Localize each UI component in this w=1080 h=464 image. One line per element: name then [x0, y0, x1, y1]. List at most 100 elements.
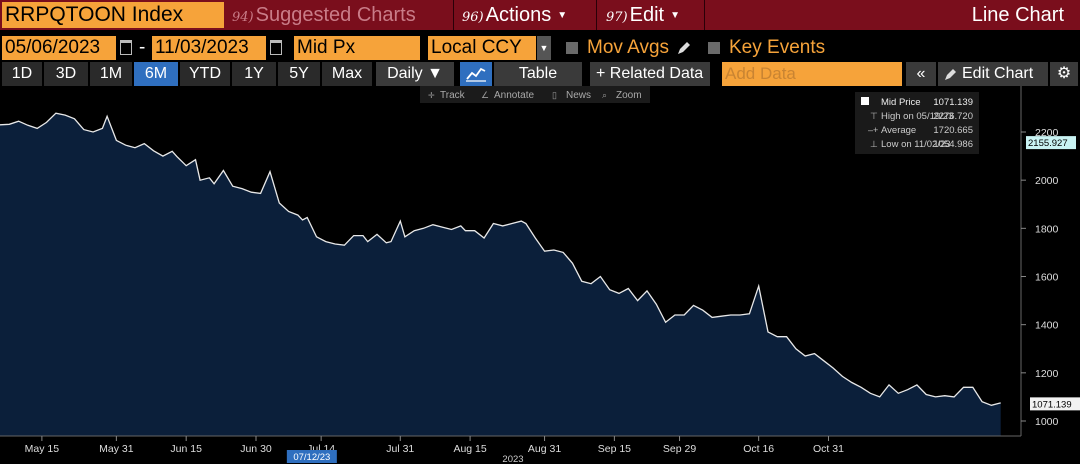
- y-tick-label: 1000: [1035, 416, 1059, 428]
- legend-label-high: High on 05/19/23: [881, 111, 953, 122]
- legend-value-average: 1720.665: [933, 125, 973, 136]
- collapse-button[interactable]: «: [906, 62, 936, 86]
- period-1y[interactable]: 1Y: [232, 62, 276, 86]
- last-price-tag: 1071.139: [1030, 397, 1080, 411]
- actions-label: Actions: [485, 4, 552, 26]
- related-data-button[interactable]: + Related Data: [590, 62, 710, 86]
- x-tick-label: Jun 15: [170, 443, 202, 455]
- chart-tools: ✛ Track ∠ Annotate ▯ News ⌕ Zoom: [420, 86, 650, 103]
- average-tag-value: 2155.927: [1028, 138, 1068, 149]
- key-events-checkbox[interactable]: [708, 42, 720, 54]
- y-tick-label: 1400: [1035, 320, 1059, 332]
- double-chevron-left-icon: «: [916, 65, 926, 82]
- news-icon: ▯: [552, 90, 557, 100]
- x-axis: May 15 May 31 Jun 15 Jun 30 Jul 14 Jul 31 Aug …: [0, 435, 1021, 455]
- x-tick-label: Sep 29: [663, 443, 696, 455]
- chevron-down-icon[interactable]: ▼: [537, 36, 551, 60]
- legend-label-mid: Mid Price: [881, 97, 921, 108]
- x-tick-label: Aug 15: [453, 443, 486, 455]
- settings-button[interactable]: ⚙: [1050, 62, 1078, 86]
- calendar-icon[interactable]: [270, 40, 282, 55]
- period-1m[interactable]: 1M: [90, 62, 132, 86]
- average-marker-icon: –+: [868, 125, 878, 135]
- y-tick-label: 1200: [1035, 368, 1059, 380]
- actions-menu[interactable]: 96) Actions ▼: [462, 2, 567, 28]
- x-tick-label: Oct 16: [743, 443, 774, 455]
- add-data-input[interactable]: Add Data: [722, 62, 902, 86]
- high-marker-icon: ⊤: [870, 111, 878, 121]
- date-separator: -: [139, 37, 146, 58]
- x-tick-label: May 31: [99, 443, 134, 455]
- last-tag-value: 1071.139: [1032, 399, 1072, 410]
- key-events-label[interactable]: Key Events: [729, 37, 826, 58]
- highlight-date-label: 07/12/23: [293, 452, 330, 463]
- zoom-icon: ⌕: [602, 90, 607, 100]
- x-tick-label: Aug 31: [528, 443, 561, 455]
- edit-chart-label: Edit Chart: [962, 65, 1034, 82]
- frequency-select[interactable]: Daily ▼: [376, 62, 454, 86]
- tool-annotate[interactable]: Annotate: [494, 90, 534, 101]
- field-selector[interactable]: Mid Px: [294, 36, 420, 60]
- tool-news[interactable]: News: [566, 90, 591, 101]
- x-tick-label: Oct 31: [813, 443, 844, 455]
- highlight-date-bg: [286, 450, 337, 463]
- chevron-down-icon: ▼: [670, 10, 680, 21]
- line-chart[interactable]: 1000 1200 1400 1600 1800 2000 2200 May 15 May 3…: [0, 86, 1080, 464]
- y-tick-label: 2000: [1035, 175, 1059, 187]
- x-tick-label: May 15: [25, 443, 60, 455]
- y-axis: 1000 1200 1400 1600 1800 2000 2200: [1020, 86, 1059, 436]
- divider: [596, 0, 597, 30]
- legend-label-average: Average: [881, 125, 916, 136]
- last-tag-bg: [1030, 397, 1080, 411]
- ticker-field[interactable]: RRPQTOON Index: [2, 2, 224, 28]
- price-line: [0, 112, 1001, 406]
- calendar-icon[interactable]: [120, 40, 132, 55]
- average-tag-bg: [1026, 136, 1076, 150]
- edit-chart-button[interactable]: Edit Chart: [938, 62, 1048, 86]
- toolbar-row: 1D 3D 1M 6M YTD 1Y 5Y Max Daily ▼ Table …: [0, 62, 1080, 86]
- line-chart-icon: [466, 67, 486, 82]
- y-tick-label: 1600: [1035, 272, 1059, 284]
- crosshair-icon: ✛: [428, 91, 435, 100]
- legend: Mid Price 1071.139 ⊤ High on 05/19/23 22…: [855, 92, 979, 154]
- mov-avgs-label[interactable]: Mov Avgs: [587, 37, 670, 58]
- view-title: Line Chart: [971, 4, 1064, 26]
- tool-track[interactable]: Track: [440, 90, 466, 101]
- suggested-charts-menu[interactable]: 94) Suggested Charts: [232, 2, 416, 28]
- edit-menu[interactable]: 97) Edit ▼: [606, 2, 680, 28]
- divider: [704, 0, 705, 30]
- start-date-field[interactable]: 05/06/2023: [2, 36, 116, 60]
- suggested-charts-number: 94): [232, 10, 254, 25]
- actions-number: 96): [462, 10, 484, 25]
- legend-value-low: 1054.986: [933, 139, 973, 150]
- edit-label: Edit: [629, 4, 665, 26]
- settings-row: 05/06/2023 - 11/03/2023 Mid Px Local CCY…: [0, 36, 1080, 60]
- line-chart-toggle[interactable]: [460, 62, 492, 86]
- edit-number: 97): [606, 10, 628, 25]
- chart-tools-bg: [420, 86, 650, 103]
- legend-bg: [855, 92, 979, 154]
- period-ytd[interactable]: YTD: [180, 62, 230, 86]
- average-price-tag: 2155.927: [1026, 136, 1076, 150]
- gear-icon: ⚙: [1056, 65, 1072, 82]
- legend-swatch: [861, 97, 869, 105]
- x-tick-label: Sep 15: [598, 443, 631, 455]
- tool-zoom[interactable]: Zoom: [616, 90, 642, 101]
- chevron-down-icon: ▼: [557, 10, 568, 21]
- end-date-field[interactable]: 11/03/2023: [152, 36, 266, 60]
- period-6m[interactable]: 6M: [134, 62, 178, 86]
- currency-select[interactable]: Local CCY: [428, 36, 536, 60]
- suggested-charts-label: Suggested Charts: [255, 4, 416, 26]
- mov-avgs-checkbox[interactable]: [566, 42, 578, 54]
- legend-label-low: Low on 11/02/23: [881, 139, 951, 150]
- y-tick-label: 2200: [1035, 127, 1059, 139]
- period-1d[interactable]: 1D: [2, 62, 42, 86]
- legend-value-mid: 1071.139: [933, 97, 973, 108]
- period-max[interactable]: Max: [322, 62, 372, 86]
- period-3d[interactable]: 3D: [44, 62, 88, 86]
- annotate-icon: ∠: [481, 90, 489, 100]
- period-5y[interactable]: 5Y: [278, 62, 320, 86]
- pencil-icon: [945, 69, 956, 80]
- pencil-icon[interactable]: [676, 40, 692, 56]
- table-button[interactable]: Table: [494, 62, 582, 86]
